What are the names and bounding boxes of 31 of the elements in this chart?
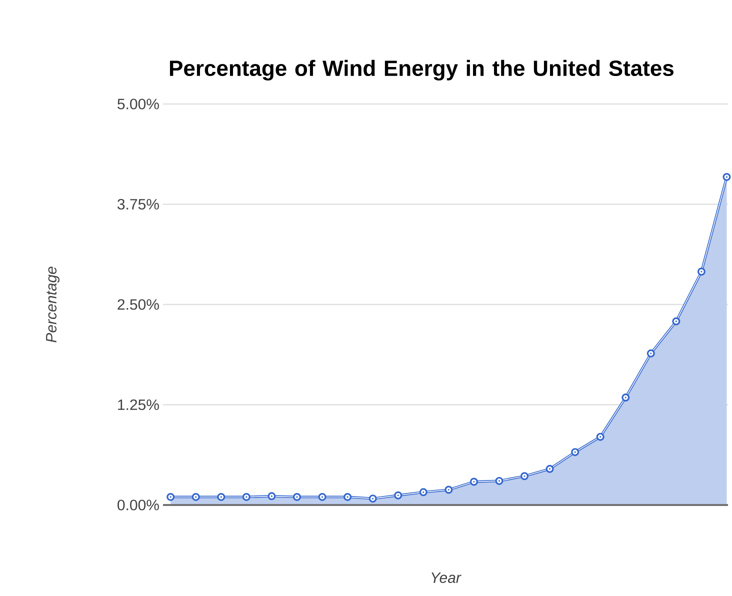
x-axis-title: Year: [432, 572, 462, 583]
point: [622, 394, 630, 402]
point: [192, 492, 200, 501]
point: [520, 472, 529, 480]
y-tick-label: 0.00%: [118, 500, 159, 510]
y-tick-label: 2.50%: [118, 299, 159, 310]
point: [217, 492, 226, 501]
point: [166, 492, 175, 501]
point: [697, 268, 706, 276]
point: [419, 488, 428, 496]
point: [268, 492, 276, 500]
y-tick-label: 3.75%: [118, 198, 159, 210]
point: [444, 486, 453, 494]
point: [470, 478, 478, 486]
y-tick-label: 5.00%: [118, 98, 159, 110]
point: [292, 492, 301, 501]
y-axis-title: Percentage: [46, 266, 60, 342]
point: [344, 492, 352, 501]
point: [546, 464, 554, 473]
point: [672, 317, 680, 326]
point: [722, 172, 731, 181]
point: [242, 492, 250, 501]
point: [596, 432, 604, 441]
chart-title: Percentage of Wind Energy in the United States: [170, 60, 674, 80]
point: [368, 494, 377, 503]
point: [318, 492, 326, 501]
point: [495, 476, 504, 485]
y-tick-label: 1.25%: [118, 399, 159, 410]
point: [646, 349, 655, 358]
point: [571, 448, 580, 456]
point: [394, 491, 402, 500]
